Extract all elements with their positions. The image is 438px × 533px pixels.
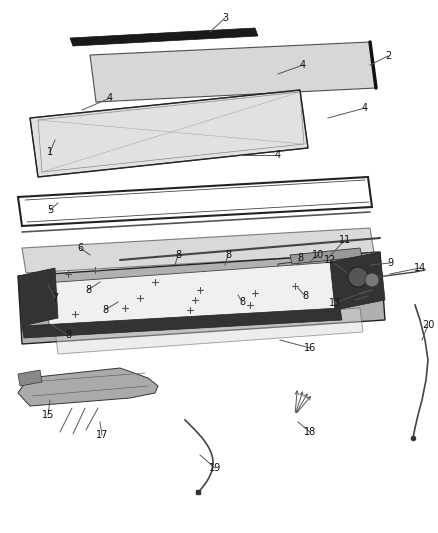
Text: 8: 8	[225, 250, 231, 260]
Text: 8: 8	[239, 297, 245, 307]
Text: 15: 15	[42, 410, 54, 420]
Text: 4: 4	[300, 60, 306, 70]
Polygon shape	[18, 368, 158, 406]
Text: 16: 16	[304, 343, 316, 353]
Text: 4: 4	[275, 150, 281, 160]
Polygon shape	[18, 252, 385, 344]
Circle shape	[348, 267, 368, 287]
Text: 19: 19	[209, 463, 221, 473]
Text: 8: 8	[297, 253, 303, 263]
Text: 7: 7	[52, 293, 58, 303]
Polygon shape	[330, 252, 385, 310]
Text: 3: 3	[222, 13, 228, 23]
Text: 8: 8	[85, 285, 91, 295]
Polygon shape	[18, 268, 58, 326]
Text: 4: 4	[362, 103, 368, 113]
Polygon shape	[18, 370, 42, 386]
Polygon shape	[22, 228, 374, 273]
Text: 6: 6	[77, 243, 83, 253]
Text: 8: 8	[302, 291, 308, 301]
Text: 12: 12	[324, 255, 336, 265]
Text: 13: 13	[329, 298, 341, 308]
Text: 1: 1	[47, 147, 53, 157]
Text: 5: 5	[47, 205, 53, 215]
Text: 8: 8	[175, 250, 181, 260]
Text: 9: 9	[387, 258, 393, 268]
Text: 2: 2	[385, 51, 391, 61]
Text: 14: 14	[414, 263, 426, 273]
Text: 10: 10	[312, 250, 324, 260]
Text: 8: 8	[102, 305, 108, 315]
Circle shape	[365, 273, 379, 287]
Text: 17: 17	[96, 430, 108, 440]
Polygon shape	[90, 42, 376, 102]
Polygon shape	[22, 308, 342, 338]
Polygon shape	[278, 252, 378, 277]
Polygon shape	[290, 248, 362, 264]
Text: 11: 11	[339, 235, 351, 245]
Text: 20: 20	[422, 320, 434, 330]
Text: 4: 4	[107, 93, 113, 103]
Text: 18: 18	[304, 427, 316, 437]
Polygon shape	[45, 262, 340, 333]
Polygon shape	[55, 308, 363, 354]
Text: 8: 8	[65, 330, 71, 340]
Polygon shape	[30, 90, 308, 177]
Polygon shape	[70, 28, 258, 46]
